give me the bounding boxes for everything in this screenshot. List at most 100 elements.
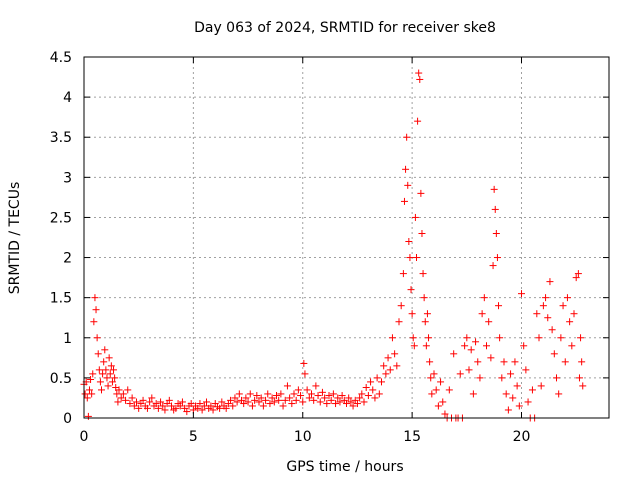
data-point [139, 396, 147, 404]
data-point [88, 390, 96, 398]
data-point [415, 69, 423, 77]
data-point [203, 398, 210, 406]
data-point [126, 400, 134, 408]
data-point [430, 370, 438, 378]
y-tick-label: 2 [63, 251, 72, 267]
data-point [198, 406, 206, 414]
data-point [419, 270, 427, 278]
data-point [496, 334, 504, 342]
data-point [522, 366, 530, 374]
ticks-layer: 0 0.5 1 1.5 2 2.5 3 3.5 4 4.5 0 5 10 15 20 [50, 50, 609, 445]
data-point [450, 350, 458, 358]
data-point [397, 302, 405, 310]
data-point [500, 358, 508, 366]
data-point [528, 386, 536, 394]
data-point [154, 404, 162, 412]
data-point [222, 404, 230, 412]
plot-frame [83, 56, 610, 419]
data-point [343, 400, 350, 408]
data-point [485, 318, 493, 326]
data-point [297, 392, 305, 400]
data-point [279, 402, 287, 410]
data-point [386, 366, 394, 374]
data-point [316, 398, 324, 406]
data-point [349, 402, 357, 410]
data-point [403, 133, 411, 141]
data-point [321, 394, 329, 402]
data-point [207, 402, 215, 410]
data-point [172, 404, 180, 412]
data-point [312, 382, 320, 390]
x-axis-label: GPS time / hours [286, 459, 403, 475]
data-point [380, 362, 388, 370]
data-point [209, 406, 217, 414]
data-point [292, 396, 300, 404]
data-point [391, 350, 399, 358]
data-point [461, 342, 469, 350]
y-tick-label: 1 [63, 331, 72, 347]
data-point [570, 310, 578, 318]
data-point [290, 390, 298, 398]
data-point [92, 306, 100, 314]
y-tick-label: 3 [63, 170, 72, 186]
data-point [539, 302, 547, 310]
data-point [483, 342, 490, 350]
data-point [555, 390, 563, 398]
data-point [96, 378, 104, 386]
data-point [360, 398, 368, 406]
data-point [373, 374, 381, 382]
data-point [83, 394, 91, 402]
data-point [286, 394, 294, 402]
data-point [546, 278, 554, 286]
data-point [176, 402, 184, 410]
data-point [90, 318, 98, 326]
data-point [103, 374, 111, 382]
data-point [417, 189, 425, 197]
grid-layer [84, 57, 609, 418]
data-point [507, 370, 515, 378]
data-point [478, 310, 486, 318]
data-point [550, 350, 558, 358]
data-point [408, 310, 416, 318]
data-point [410, 342, 418, 350]
data-point [119, 390, 127, 398]
data-point [246, 390, 254, 398]
data-point [233, 398, 241, 406]
data-point [557, 334, 565, 342]
data-point [358, 390, 366, 398]
data-point [548, 326, 556, 334]
data-point [275, 396, 283, 404]
data-point [93, 334, 101, 342]
data-point [165, 396, 173, 404]
data-point [559, 302, 567, 310]
data-point [577, 334, 585, 342]
data-point [542, 294, 550, 302]
data-point [253, 392, 261, 400]
data-point [159, 402, 167, 410]
data-point [110, 366, 118, 374]
data-point [299, 398, 307, 406]
data-point [491, 205, 499, 213]
x-tick-label: 0 [80, 429, 89, 445]
data-point [336, 398, 344, 406]
y-tick-label: 4 [63, 90, 72, 106]
x-tick-label: 20 [513, 429, 531, 445]
data-point [107, 362, 115, 370]
data-point [393, 362, 401, 370]
data-point [196, 400, 204, 408]
data-point [524, 398, 532, 406]
data-point [418, 229, 426, 237]
y-axis-label: SRMTID / TECUs [7, 182, 23, 295]
data-point [327, 396, 335, 404]
data-point [427, 374, 435, 382]
data-point [114, 398, 122, 406]
data-point [259, 402, 267, 410]
data-point [405, 238, 413, 246]
data-point [102, 366, 110, 374]
data-point [89, 370, 97, 378]
data-point [100, 358, 108, 366]
data-point [502, 390, 510, 398]
data-point [124, 386, 132, 394]
data-point [513, 382, 521, 390]
data-point [94, 350, 102, 358]
